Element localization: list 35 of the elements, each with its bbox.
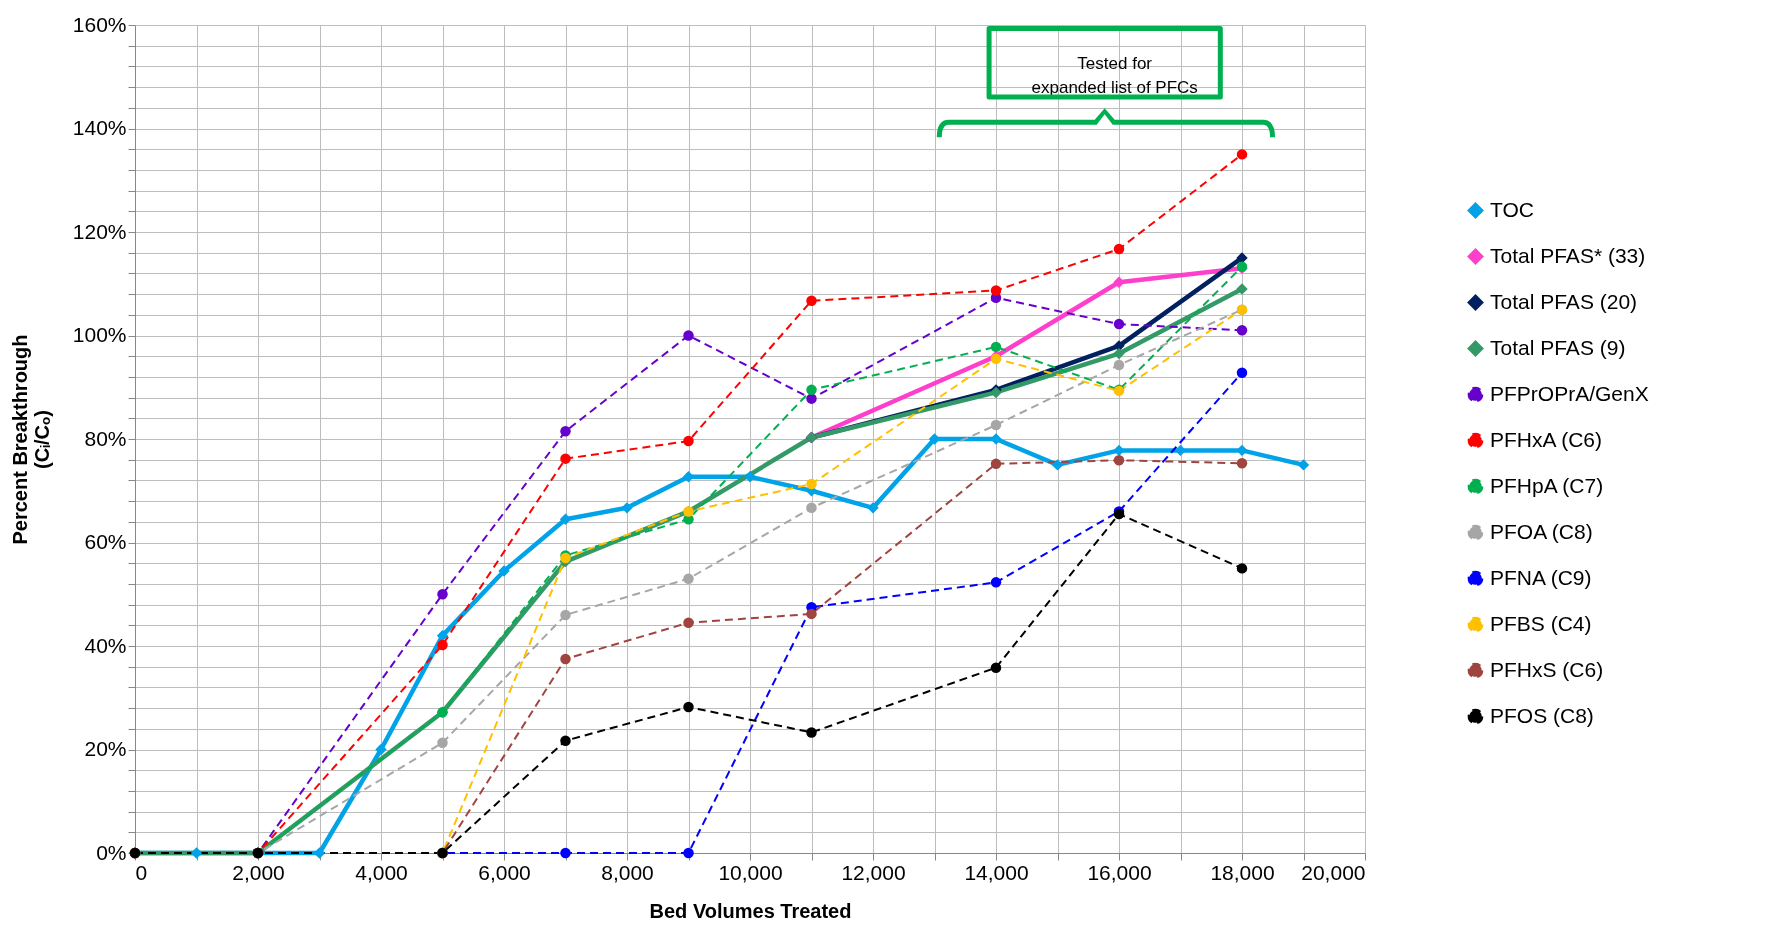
- legend-label: PFPrOPrA/GenX: [1490, 381, 1649, 405]
- legend-label: Total PFAS (20): [1490, 289, 1638, 313]
- x-tick-label: 18,000: [1210, 860, 1275, 884]
- legend-label: PFNA (C9): [1490, 565, 1592, 589]
- y-tick-label: 160%: [72, 12, 127, 36]
- legend-label: PFHxS (C6): [1490, 657, 1604, 681]
- legend-label: Total PFAS (9): [1490, 335, 1626, 359]
- x-tick-label: 10,000: [718, 860, 783, 884]
- legend-label: PFOS (C8): [1490, 703, 1594, 727]
- x-tick-label: 2,000: [232, 860, 285, 884]
- legend-label: TOC: [1490, 197, 1534, 221]
- annotation: Tested for expanded list of PFCs: [1031, 53, 1198, 97]
- y-tick-label: 0%: [96, 840, 127, 864]
- legend-label: PFOA (C8): [1490, 519, 1593, 543]
- legend-label: PFBS (C4): [1490, 611, 1592, 635]
- x-tick-label: 8,000: [601, 860, 654, 884]
- y-tick-label: 40%: [84, 633, 127, 657]
- x-tick-label: 4,000: [355, 860, 408, 884]
- x-tick-label: 16,000: [1087, 860, 1152, 884]
- y-tick-label: 80%: [84, 426, 127, 450]
- y-tick-label: 140%: [72, 116, 127, 139]
- x-axis-title: Bed Volumes Treated: [649, 899, 852, 922]
- y-tick-label: 60%: [84, 530, 127, 553]
- y-tick-label: 20%: [84, 737, 127, 760]
- x-tick-label: 6,000: [478, 860, 531, 884]
- y-axis-title: Percent Breakthrough (Cᵢ/Cₒ): [8, 334, 53, 545]
- y-tick-label: 100%: [72, 323, 127, 346]
- y-tick-label: 120%: [72, 219, 127, 243]
- legend-label: Total PFAS* (33): [1490, 243, 1646, 267]
- x-tick-label: 0: [135, 860, 148, 884]
- legend-label: PFHpA (C7): [1490, 473, 1604, 497]
- x-tick-label: 20,000: [1301, 860, 1366, 884]
- x-tick-label: 12,000: [841, 860, 906, 884]
- x-tick-label: 14,000: [964, 860, 1029, 884]
- legend-label: PFHxA (C6): [1490, 427, 1603, 451]
